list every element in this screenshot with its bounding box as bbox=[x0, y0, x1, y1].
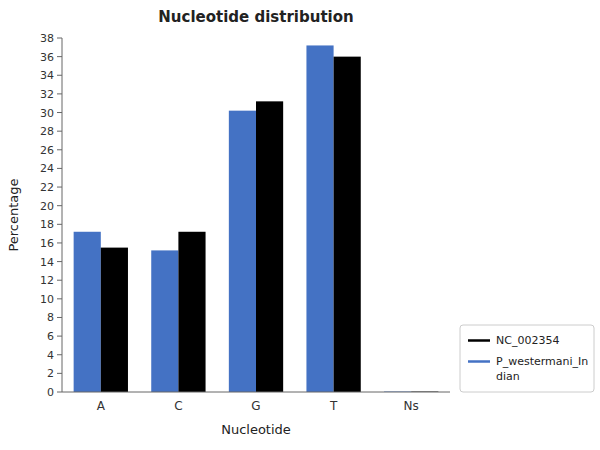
chart-container: Nucleotide distribution02468101214161820… bbox=[0, 0, 600, 450]
y-tick-label: 34 bbox=[40, 69, 54, 82]
x-axis-label: Nucleotide bbox=[221, 422, 291, 437]
y-tick-label: 8 bbox=[47, 311, 54, 324]
x-tick-label: T bbox=[329, 399, 338, 413]
legend: NC_002354 P_westermani_Indian bbox=[460, 325, 594, 392]
y-tick-label: 26 bbox=[40, 144, 54, 157]
y-tick bbox=[57, 261, 62, 262]
y-axis-line bbox=[62, 38, 63, 392]
y-tick-label: 2 bbox=[47, 367, 54, 380]
x-tick-label: C bbox=[174, 399, 182, 413]
y-tick-label: 30 bbox=[40, 107, 54, 120]
y-tick bbox=[57, 38, 62, 39]
y-tick-label: 24 bbox=[40, 162, 54, 175]
y-tick bbox=[57, 317, 62, 318]
y-tick bbox=[57, 205, 62, 206]
y-tick-label: 0 bbox=[47, 386, 54, 399]
y-tick-label: 4 bbox=[47, 349, 54, 362]
chart-title: Nucleotide distribution bbox=[158, 8, 353, 26]
y-tick bbox=[57, 298, 62, 299]
y-tick bbox=[57, 392, 62, 393]
y-tick-label: 38 bbox=[40, 32, 54, 45]
y-tick-label: 6 bbox=[47, 330, 54, 343]
y-tick-label: 28 bbox=[40, 125, 54, 138]
y-tick-label: 22 bbox=[40, 181, 54, 194]
bar bbox=[74, 232, 101, 392]
y-tick bbox=[57, 75, 62, 76]
y-tick bbox=[57, 93, 62, 94]
y-tick-label: 32 bbox=[40, 88, 54, 101]
legend-box bbox=[460, 325, 594, 392]
x-axis: A C G T Ns bbox=[62, 392, 450, 413]
y-tick-label: 20 bbox=[40, 200, 54, 213]
bar bbox=[334, 57, 361, 392]
bar bbox=[101, 248, 128, 392]
y-tick bbox=[57, 224, 62, 225]
bar bbox=[229, 111, 256, 392]
x-tick-label: G bbox=[251, 399, 260, 413]
legend-swatch bbox=[468, 339, 490, 342]
y-tick bbox=[57, 112, 62, 113]
y-axis-label: Percentage bbox=[6, 178, 21, 251]
y-axis: 02468101214161820222426283032343638 bbox=[40, 32, 62, 399]
y-tick-label: 14 bbox=[40, 256, 54, 269]
y-tick bbox=[57, 131, 62, 132]
y-tick bbox=[57, 168, 62, 169]
y-tick bbox=[57, 242, 62, 243]
bar bbox=[151, 250, 178, 392]
y-tick-label: 16 bbox=[40, 237, 54, 250]
y-tick bbox=[57, 187, 62, 188]
x-tick-label: A bbox=[97, 399, 106, 413]
bar bbox=[256, 101, 283, 392]
chart: Nucleotide distribution02468101214161820… bbox=[0, 0, 600, 450]
y-tick-label: 36 bbox=[40, 51, 54, 64]
y-tick-label: 18 bbox=[40, 218, 54, 231]
bar bbox=[178, 232, 205, 392]
y-tick bbox=[57, 280, 62, 281]
y-tick-label: 10 bbox=[40, 293, 54, 306]
legend-swatch bbox=[468, 360, 490, 363]
legend-label: P_westermani_Indian bbox=[496, 355, 588, 383]
y-tick bbox=[57, 373, 62, 374]
bars bbox=[74, 45, 439, 392]
x-tick-label: Ns bbox=[404, 399, 419, 413]
y-tick-label: 12 bbox=[40, 274, 54, 287]
x-axis-line bbox=[62, 392, 450, 393]
y-tick bbox=[57, 149, 62, 150]
bar bbox=[306, 45, 333, 392]
y-tick bbox=[57, 354, 62, 355]
y-tick bbox=[57, 56, 62, 57]
legend-label: NC_002354 bbox=[496, 334, 559, 347]
y-tick bbox=[57, 336, 62, 337]
